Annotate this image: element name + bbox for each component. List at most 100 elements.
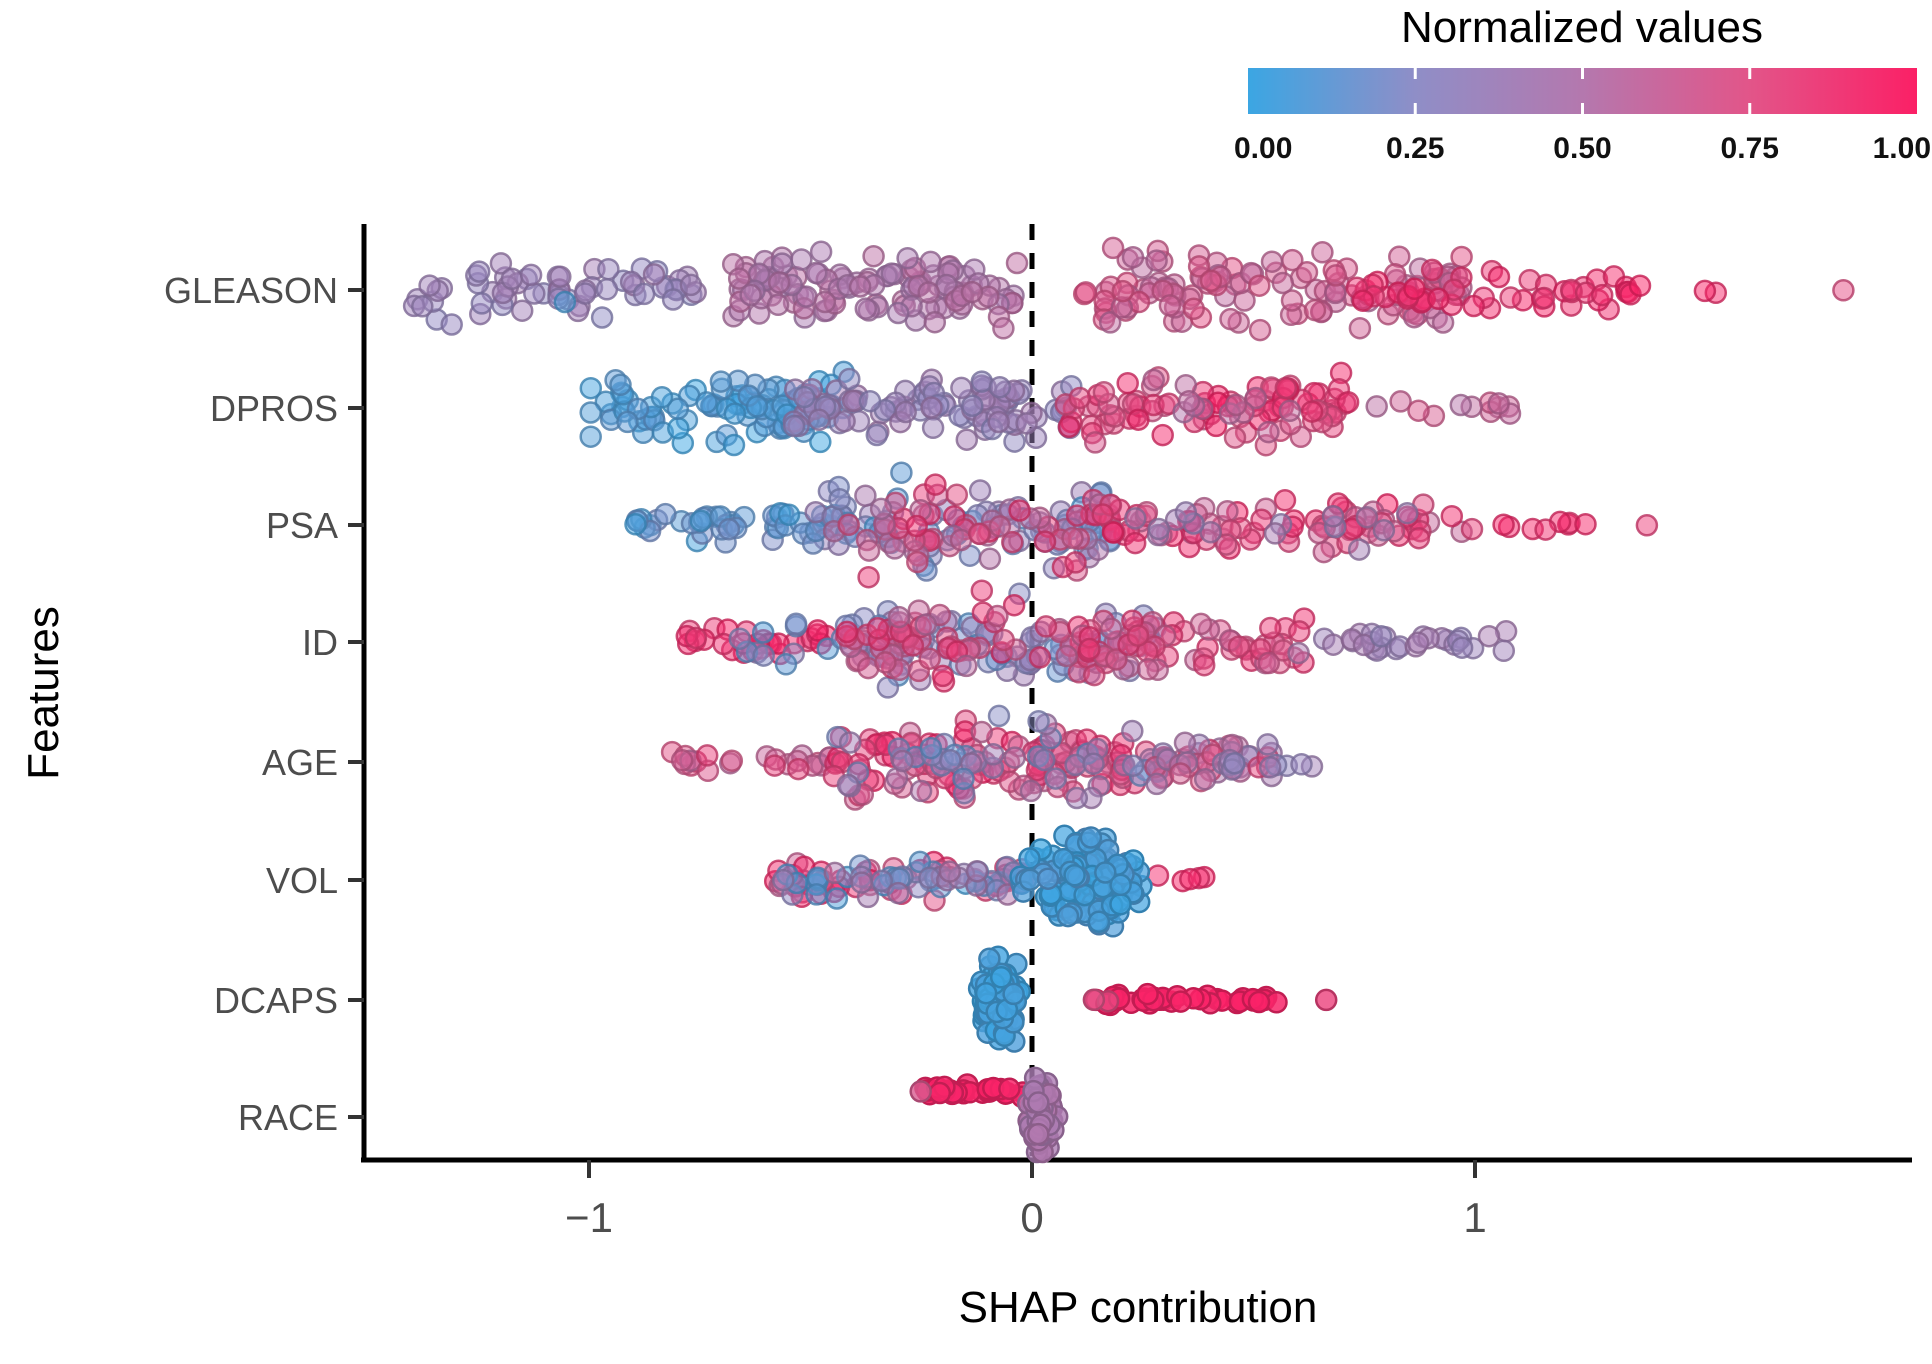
data-point (1355, 505, 1379, 529)
data-point (1322, 633, 1345, 656)
data-point (989, 966, 1013, 989)
data-point (974, 981, 998, 1005)
data-point (1248, 318, 1272, 342)
data-point (1492, 513, 1515, 536)
data-point (1427, 287, 1450, 311)
data-point (1204, 414, 1228, 438)
data-point (928, 1081, 952, 1105)
data-point (1396, 501, 1419, 525)
data-point (727, 267, 751, 290)
x-axis-ticks: −1 0 1 (565, 1160, 1487, 1241)
data-point (905, 514, 928, 538)
data-point (1256, 733, 1279, 756)
data-point (739, 283, 762, 307)
data-point (1092, 381, 1116, 404)
data-point (467, 260, 491, 283)
data-point (805, 883, 828, 906)
data-point (883, 537, 906, 560)
data-point (876, 676, 900, 699)
data-point (866, 617, 889, 640)
data-point (865, 423, 889, 447)
data-point (1440, 504, 1464, 528)
data-point (654, 502, 677, 526)
data-point (1214, 533, 1238, 556)
data-point (968, 479, 992, 502)
data-point (1169, 990, 1192, 1013)
data-point (787, 757, 810, 781)
data-point (616, 410, 639, 434)
data-point (1034, 615, 1058, 638)
data-point (1223, 751, 1246, 775)
data-point (880, 262, 904, 285)
data-point (848, 275, 872, 298)
data-point (1499, 286, 1522, 309)
data-point (1109, 873, 1132, 897)
data-point (1151, 423, 1174, 447)
data-point (1534, 518, 1557, 541)
data-point (782, 414, 806, 438)
data-point (1094, 861, 1117, 884)
data-point (1147, 517, 1171, 541)
data-point (804, 261, 828, 285)
data-point (745, 395, 769, 418)
data-point (1407, 526, 1431, 550)
data-point (965, 859, 989, 883)
data-point (1002, 593, 1026, 617)
data-point (579, 401, 602, 424)
data-point (967, 522, 991, 545)
colorbar-legend: Normalized values 0.00 0.25 0.50 0.75 1.00 (1234, 3, 1931, 165)
data-point (1487, 392, 1510, 415)
data-point (1287, 641, 1310, 665)
data-point (1365, 395, 1388, 418)
data-point (1065, 786, 1089, 810)
data-point (918, 647, 941, 670)
data-point (1462, 294, 1485, 318)
data-point (1303, 298, 1327, 322)
data-point (1056, 904, 1080, 928)
colorbar-tick-label: 0.00 (1234, 132, 1292, 165)
data-point (763, 754, 786, 777)
data-point (1406, 631, 1430, 654)
data-point (1192, 653, 1216, 677)
data-point (807, 408, 831, 432)
data-point (1628, 274, 1652, 297)
data-point (1136, 658, 1160, 681)
data-point (813, 290, 837, 314)
data-point (1142, 368, 1165, 392)
x-tick-label: −1 (565, 1194, 613, 1241)
data-point (609, 373, 632, 397)
data-point (1336, 390, 1360, 414)
data-point (1063, 864, 1086, 887)
data-point (418, 274, 441, 297)
data-point (1227, 635, 1251, 658)
data-point (470, 292, 494, 315)
data-point (939, 748, 962, 772)
data-point (784, 612, 808, 636)
data-point (1027, 1122, 1050, 1146)
feature-label-ID: ID (302, 622, 338, 663)
data-point (770, 252, 794, 275)
data-point (766, 293, 790, 317)
data-point (836, 773, 860, 797)
data-point (838, 367, 861, 391)
data-point (579, 376, 603, 400)
data-point (825, 887, 849, 910)
data-point (901, 634, 925, 657)
data-point (992, 317, 1015, 340)
data-point (1288, 620, 1311, 643)
data-point (792, 385, 816, 409)
data-point (1263, 522, 1287, 545)
data-point (1008, 499, 1031, 522)
data-point (1314, 988, 1338, 1012)
data-point (695, 391, 718, 414)
data-point (1574, 512, 1597, 536)
data-point (1450, 636, 1474, 659)
data-point (1123, 531, 1147, 555)
data-point (988, 375, 1012, 399)
data-point (1173, 731, 1197, 755)
data-point (670, 749, 694, 772)
data-point (1290, 753, 1313, 776)
data-point (1124, 507, 1147, 530)
data-point (1372, 519, 1396, 542)
